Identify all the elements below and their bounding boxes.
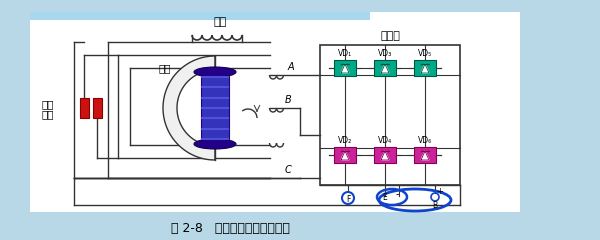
Text: B: B — [285, 95, 292, 105]
Text: 定子: 定子 — [214, 17, 227, 27]
Text: A: A — [288, 62, 295, 72]
Bar — [334, 147, 356, 163]
Text: 电刷: 电刷 — [42, 109, 54, 119]
Polygon shape — [421, 64, 429, 73]
Polygon shape — [341, 151, 349, 160]
Text: VD₅: VD₅ — [418, 49, 432, 58]
Bar — [30, 12, 520, 212]
Bar — [334, 60, 356, 76]
Text: -: - — [395, 189, 399, 199]
Polygon shape — [341, 64, 349, 73]
Text: 转子: 转子 — [159, 63, 171, 73]
Text: VD₄: VD₄ — [378, 136, 392, 145]
Bar — [201, 72, 229, 144]
Ellipse shape — [194, 67, 236, 77]
Bar — [374, 60, 396, 76]
Bar — [320, 45, 460, 185]
Text: F: F — [346, 196, 350, 204]
Text: VD₁: VD₁ — [338, 49, 352, 58]
Text: +: + — [437, 187, 443, 197]
Bar — [93, 98, 102, 118]
Polygon shape — [381, 64, 389, 73]
Bar — [414, 60, 436, 76]
Polygon shape — [163, 56, 215, 160]
Text: VD₂: VD₂ — [338, 136, 352, 145]
Bar — [80, 98, 89, 118]
Polygon shape — [421, 151, 429, 160]
Text: 滑环: 滑环 — [42, 99, 54, 109]
Text: 整流器: 整流器 — [380, 31, 400, 41]
Text: C: C — [285, 165, 292, 175]
Text: B: B — [433, 200, 437, 210]
Bar — [374, 147, 396, 163]
Bar — [30, 12, 370, 20]
Text: E: E — [383, 193, 388, 203]
Ellipse shape — [194, 139, 236, 149]
Text: VD₃: VD₃ — [378, 49, 392, 58]
Polygon shape — [381, 151, 389, 160]
Bar — [414, 147, 436, 163]
Text: 图 2-8   交流发电机工作原理图: 图 2-8 交流发电机工作原理图 — [170, 222, 289, 234]
Text: VD₆: VD₆ — [418, 136, 432, 145]
